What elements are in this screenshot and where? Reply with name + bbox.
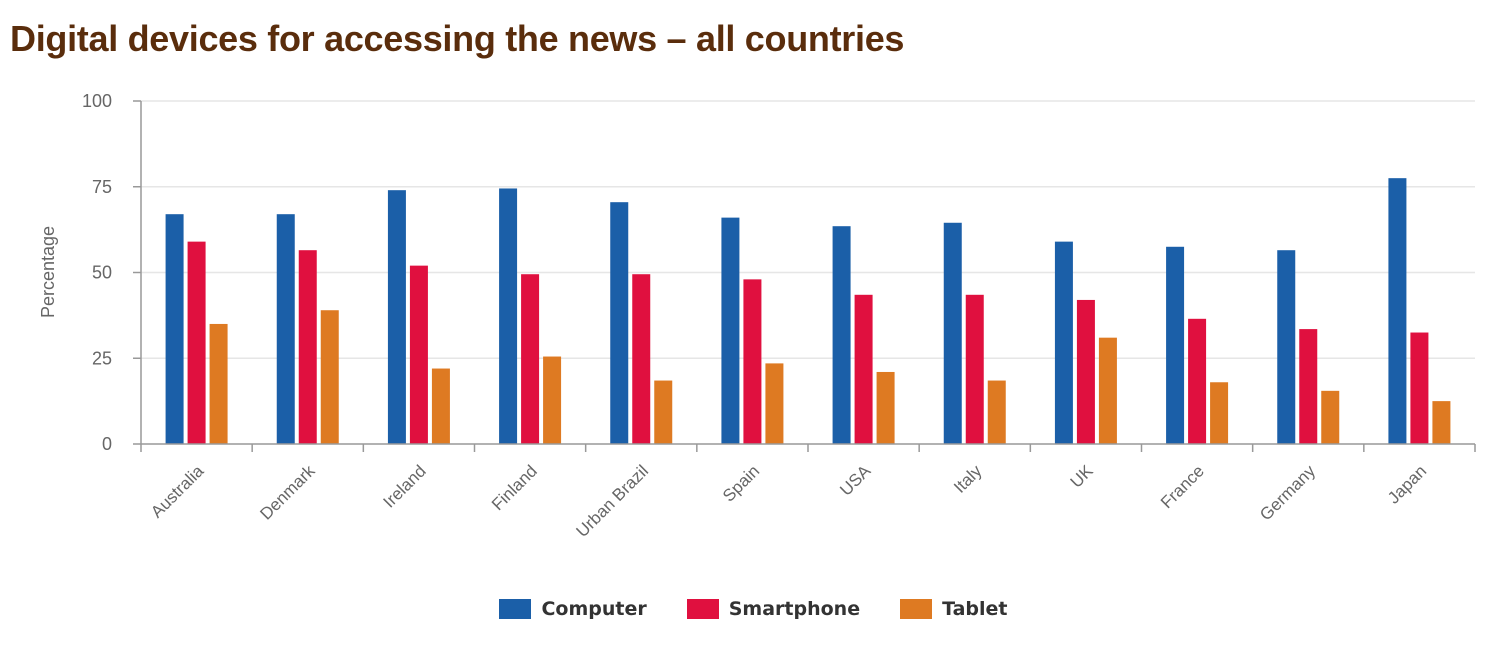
bar-smartphone-japan[interactable] (1410, 332, 1429, 444)
bar-smartphone-spain[interactable] (743, 279, 762, 444)
bar-computer-australia[interactable] (165, 214, 184, 444)
bar-smartphone-finland[interactable] (521, 274, 540, 444)
legend-item-tablet[interactable]: Tablet (900, 598, 1008, 620)
legend: Computer Smartphone Tablet (0, 598, 1507, 620)
x-tick-label: Australia (147, 461, 208, 522)
bars (165, 178, 1451, 445)
bar-tablet-spain[interactable] (765, 363, 784, 444)
y-tick-label: 0 (102, 434, 112, 454)
bar-smartphone-usa[interactable] (854, 294, 873, 444)
x-tick-label: Finland (488, 461, 541, 514)
bar-tablet-finland[interactable] (543, 356, 562, 444)
x-tick-label: Italy (950, 461, 986, 497)
bar-tablet-australia[interactable] (209, 323, 228, 444)
chart-title: Digital devices for accessing the news –… (10, 18, 905, 59)
x-tick-label: Denmark (256, 461, 319, 524)
bar-tablet-denmark[interactable] (320, 310, 339, 444)
legend-label-computer: Computer (541, 598, 647, 620)
bar-tablet-japan[interactable] (1432, 401, 1451, 444)
bar-computer-urban-brazil[interactable] (610, 202, 629, 444)
x-tick-label: UK (1067, 461, 1098, 492)
y-tick-labels: 0 25 50 75 100 (82, 91, 112, 454)
bar-smartphone-france[interactable] (1188, 318, 1207, 444)
bar-computer-japan[interactable] (1388, 178, 1407, 445)
bar-computer-ireland[interactable] (387, 190, 406, 444)
x-tick-labels: Australia Denmark Ireland Finland Urban Braz… (147, 461, 1430, 541)
y-axis-title: Percentage (38, 226, 58, 318)
bar-computer-denmark[interactable] (276, 214, 295, 444)
y-tick-label: 50 (92, 263, 112, 283)
bar-smartphone-denmark[interactable] (298, 250, 317, 444)
x-tick-label: Ireland (380, 461, 430, 511)
x-tick-label: Japan (1384, 461, 1430, 507)
x-tick-label: Germany (1256, 461, 1319, 524)
legend-swatch-smartphone (686, 599, 719, 619)
x-tick-label: France (1157, 461, 1208, 512)
bar-chart: 0 25 50 75 100 Australia Denmark Ireland Finlan… (38, 91, 1476, 541)
gridlines (141, 100, 1475, 359)
bar-tablet-urban-brazil[interactable] (654, 380, 673, 444)
legend-swatch-computer (499, 599, 532, 619)
x-tick-label: USA (836, 461, 875, 500)
axes (133, 100, 1476, 452)
bar-smartphone-urban-brazil[interactable] (632, 274, 651, 444)
y-tick-label: 100 (82, 91, 112, 111)
legend-label-smartphone: Smartphone (728, 598, 861, 620)
bar-computer-uk[interactable] (1054, 241, 1073, 444)
x-tick-label: Urban Brazil (572, 461, 652, 541)
bar-tablet-germany[interactable] (1321, 390, 1340, 444)
bar-computer-spain[interactable] (721, 217, 740, 444)
bar-tablet-ireland[interactable] (431, 368, 450, 444)
bar-tablet-uk[interactable] (1098, 337, 1117, 444)
bar-smartphone-italy[interactable] (965, 294, 984, 444)
bar-smartphone-uk[interactable] (1076, 299, 1095, 444)
legend-swatch-tablet (900, 599, 933, 619)
legend-item-smartphone[interactable]: Smartphone (686, 598, 861, 620)
bar-computer-finland[interactable] (499, 188, 518, 444)
bar-smartphone-australia[interactable] (187, 241, 206, 444)
bar-smartphone-germany[interactable] (1299, 329, 1318, 444)
legend-item-computer[interactable]: Computer (499, 598, 647, 620)
y-tick-label: 25 (92, 348, 112, 368)
bar-smartphone-ireland[interactable] (409, 265, 428, 444)
bar-tablet-italy[interactable] (987, 380, 1006, 444)
bar-tablet-usa[interactable] (876, 371, 895, 444)
x-tick-label: Spain (719, 461, 763, 505)
bar-tablet-france[interactable] (1210, 382, 1229, 444)
legend-label-tablet: Tablet (942, 598, 1008, 620)
bar-computer-italy[interactable] (943, 222, 962, 444)
bar-computer-france[interactable] (1166, 246, 1185, 444)
bar-computer-usa[interactable] (832, 226, 851, 444)
bar-computer-germany[interactable] (1277, 250, 1296, 444)
y-tick-label: 75 (92, 177, 112, 197)
